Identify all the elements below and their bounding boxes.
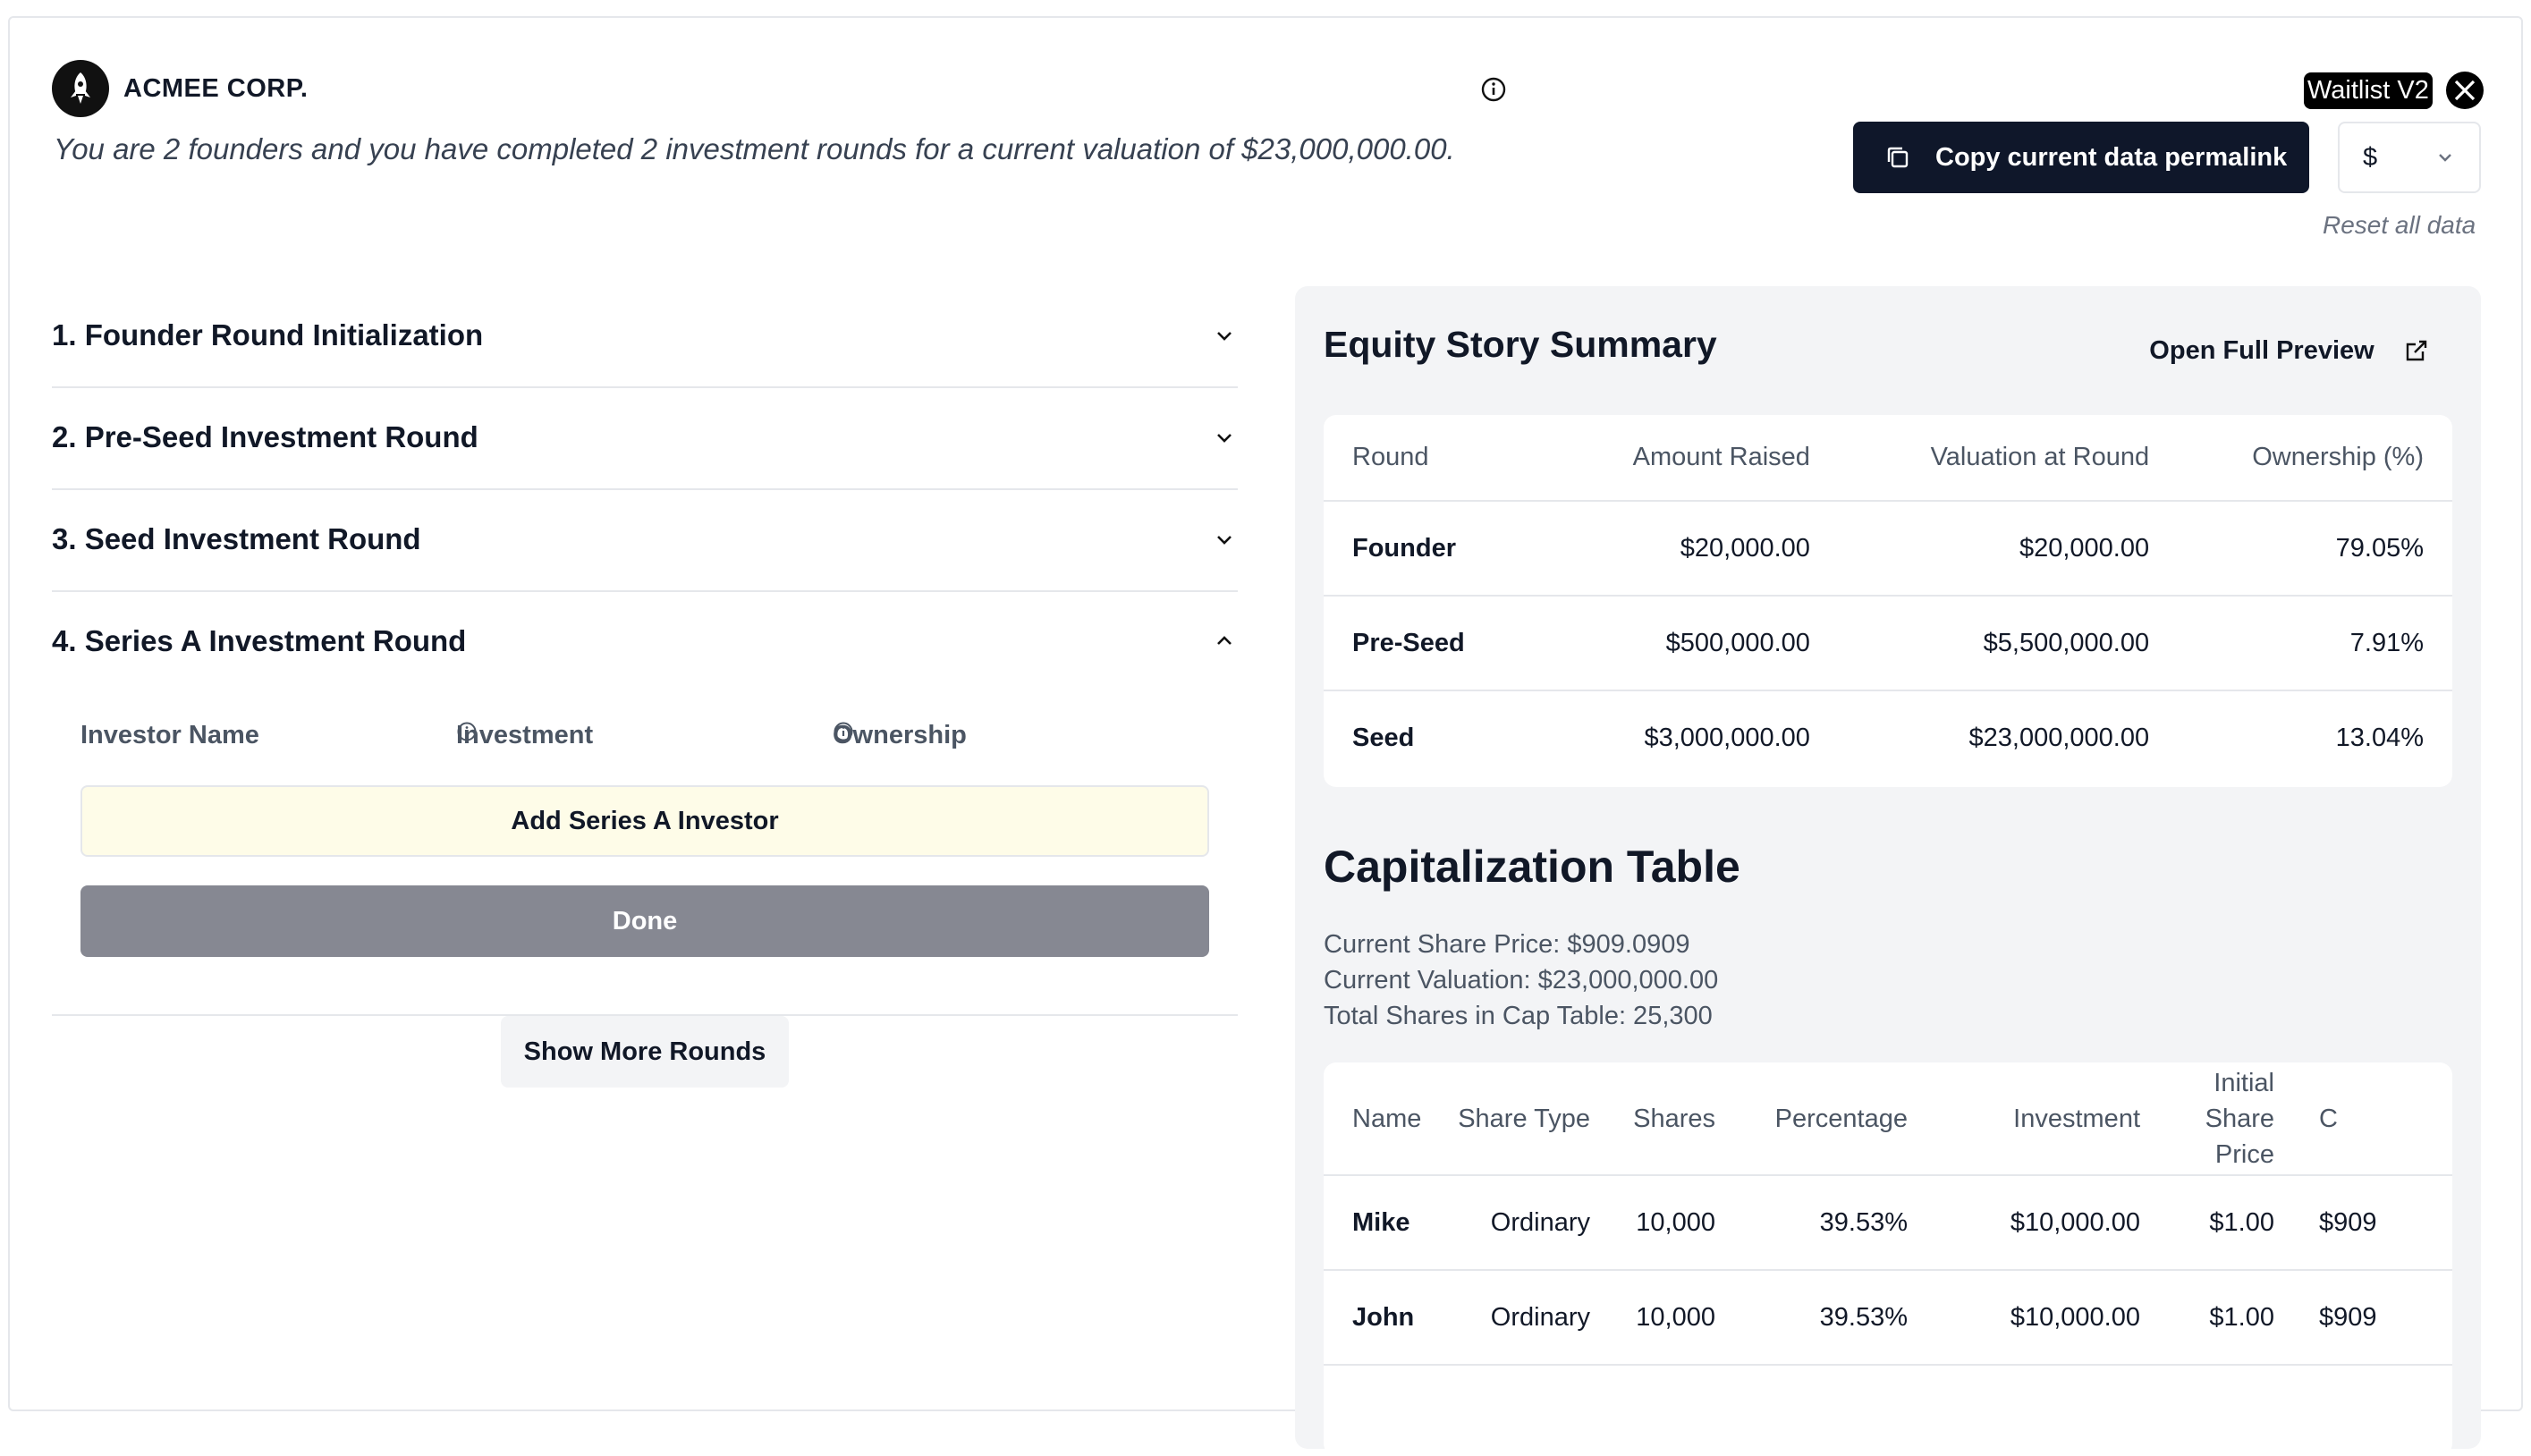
th-name: Name <box>1324 1062 1458 1176</box>
round-accordion-series-a: 4. Series A Investment Round <box>52 590 1238 1016</box>
round-accordion-founder: 1. Founder Round Initialization <box>52 284 1238 388</box>
copy-permalink-button[interactable]: Copy current data permalink <box>1853 122 2309 193</box>
currency-select[interactable]: $ <box>2338 122 2481 193</box>
cell-shares: 10,000 <box>1619 1270 1744 1366</box>
round-header[interactable]: 2. Pre-Seed Investment Round <box>52 386 1238 488</box>
chevron-down-icon <box>2439 154 2451 162</box>
info-icon[interactable] <box>456 721 478 742</box>
cell-amount: $3,000,000.00 <box>1644 724 1810 752</box>
cap-table[interactable]: Name Share Type Shares Percentage Invest… <box>1324 1062 2452 1456</box>
cell-share-type: Ordinary <box>1458 1270 1619 1366</box>
col-investor-name: Investor Name <box>80 721 259 749</box>
cell-ownership: 79.05% <box>2178 501 2452 597</box>
chevron-down-icon <box>1217 536 1232 545</box>
investor-columns-header: Investor Name Investment Ownership <box>80 721 1207 757</box>
round-accordion-seed: 3. Seed Investment Round <box>52 488 1238 592</box>
copy-icon <box>1887 147 1909 168</box>
company-name: ACMEE CORP. <box>123 73 309 103</box>
col-investment-label: Investment <box>456 721 594 749</box>
cap-table-title: Capitalization Table <box>1324 842 1740 892</box>
cell-initial-price: $1.00 <box>2169 1270 2303 1366</box>
brand[interactable]: ACMEE CORP. <box>52 60 308 117</box>
th-amount-raised: Amount Raised <box>1556 415 1839 502</box>
cell-current: $909 <box>2303 1175 2452 1271</box>
currency-value: $ <box>2363 142 2378 172</box>
round-header[interactable]: 1. Founder Round Initialization <box>52 284 1238 386</box>
equity-panel: Equity Story Summary Open Full Preview R… <box>1295 286 2481 1456</box>
th-initial-share-price: Initial Share Price <box>2169 1062 2303 1176</box>
info-icon[interactable] <box>1480 76 1507 103</box>
round-accordion-pre-seed: 2. Pre-Seed Investment Round <box>52 386 1238 490</box>
rocket-logo-icon <box>52 60 109 117</box>
round-header[interactable]: 3. Seed Investment Round <box>52 488 1238 590</box>
cell-amount: $20,000.00 <box>1556 501 1839 597</box>
col-ownership: Ownership <box>833 721 967 749</box>
th-percentage: Percentage <box>1744 1062 1936 1176</box>
cell-name: John <box>1324 1270 1458 1366</box>
round-header[interactable]: 4. Series A Investment Round <box>52 590 1238 692</box>
th-current: C <box>2303 1062 2452 1176</box>
round-title: 2. Pre-Seed Investment Round <box>52 420 478 453</box>
round-title: 1. Founder Round Initialization <box>52 318 484 351</box>
table-header-row: Round Amount Raised Valuation at Round O… <box>1324 415 2452 502</box>
add-series-a-investor-button[interactable]: Add Series A Investor <box>80 785 1209 857</box>
open-full-preview-button[interactable]: Open Full Preview <box>2127 318 2452 383</box>
table-header-row: Name Share Type Shares Percentage Invest… <box>1324 1062 2452 1176</box>
summary-title: Equity Story Summary <box>1324 324 1717 365</box>
cell-valuation: $23,000,000.00 <box>1968 724 2150 752</box>
cell-share-type: Ordinary <box>1458 1175 1619 1271</box>
info-icon[interactable] <box>833 721 854 742</box>
waitlist-badge[interactable]: Waitlist V2 <box>2304 72 2433 109</box>
cell-initial-price: $1.00 <box>2169 1175 2303 1271</box>
th-share-type: Share Type <box>1458 1062 1619 1176</box>
show-more-rounds-button[interactable]: Show More Rounds <box>501 1016 789 1088</box>
th-round: Round <box>1324 415 1557 502</box>
external-link-icon <box>2406 340 2426 361</box>
th-valuation: Valuation at Round <box>1838 415 2179 502</box>
col-investment: Investment <box>456 721 593 749</box>
cell-percentage: 39.53% <box>1744 1270 1936 1366</box>
cell-investment: $10,000.00 <box>1936 1270 2169 1366</box>
open-full-preview-label: Open Full Preview <box>2149 335 2374 365</box>
chevron-down-icon <box>1217 434 1232 443</box>
cell-percentage: 39.53% <box>1744 1175 1936 1271</box>
chevron-down-icon <box>1217 332 1232 341</box>
th-ownership: Ownership (%) <box>2178 415 2452 502</box>
cell-shares: 10,000 <box>1619 1175 1744 1271</box>
cell-investment: $10,000.00 <box>1936 1175 2169 1271</box>
table-row: John Ordinary 10,000 39.53% $10,000.00 $… <box>1324 1270 2452 1366</box>
round-title: 4. Series A Investment Round <box>52 624 467 657</box>
table-row: Seed $3,000,000.00 $23,000,000.00 13.04% <box>1324 690 2452 785</box>
current-share-price: Current Share Price: $909.0909 <box>1324 930 1690 959</box>
th-investment: Investment <box>1936 1062 2169 1176</box>
col-ownership-label: Ownership <box>833 721 967 749</box>
x-social-icon[interactable] <box>2446 72 2484 109</box>
cell-amount: $500,000.00 <box>1556 596 1839 691</box>
equity-summary-table: Round Amount Raised Valuation at Round O… <box>1324 415 2452 787</box>
cell-valuation: $20,000.00 <box>1838 501 2179 597</box>
current-valuation: Current Valuation: $23,000,000.00 <box>1324 966 1719 995</box>
copy-permalink-label: Copy current data permalink <box>1935 142 2288 172</box>
cell-name: Mike <box>1324 1175 1458 1271</box>
valuation-summary-text: You are 2 founders and you have complete… <box>54 132 1455 165</box>
table-row: Pre-Seed $500,000.00 $5,500,000.00 7.91% <box>1324 596 2452 691</box>
cell-current: $909 <box>2303 1270 2452 1366</box>
cell-round: Pre-Seed <box>1324 596 1557 691</box>
cell-ownership: 13.04% <box>2335 724 2424 752</box>
done-button[interactable]: Done <box>80 885 1209 957</box>
table-row: Founder $20,000.00 $20,000.00 79.05% <box>1324 501 2452 597</box>
cell-round: Seed <box>1352 724 1415 752</box>
cell-ownership: 7.91% <box>2178 596 2452 691</box>
reset-all-data-link[interactable]: Reset all data <box>2323 211 2476 239</box>
cell-valuation: $5,500,000.00 <box>1838 596 2179 691</box>
th-shares: Shares <box>1619 1062 1744 1176</box>
round-title: 3. Seed Investment Round <box>52 522 421 555</box>
cap-table-stats: Current Share Price: $909.0909 Current V… <box>1324 927 1718 1034</box>
table-row: Mike Ordinary 10,000 39.53% $10,000.00 $… <box>1324 1175 2452 1271</box>
cell-round: Founder <box>1324 501 1557 597</box>
total-shares: Total Shares in Cap Table: 25,300 <box>1324 1002 1713 1030</box>
chevron-up-icon <box>1217 636 1232 645</box>
